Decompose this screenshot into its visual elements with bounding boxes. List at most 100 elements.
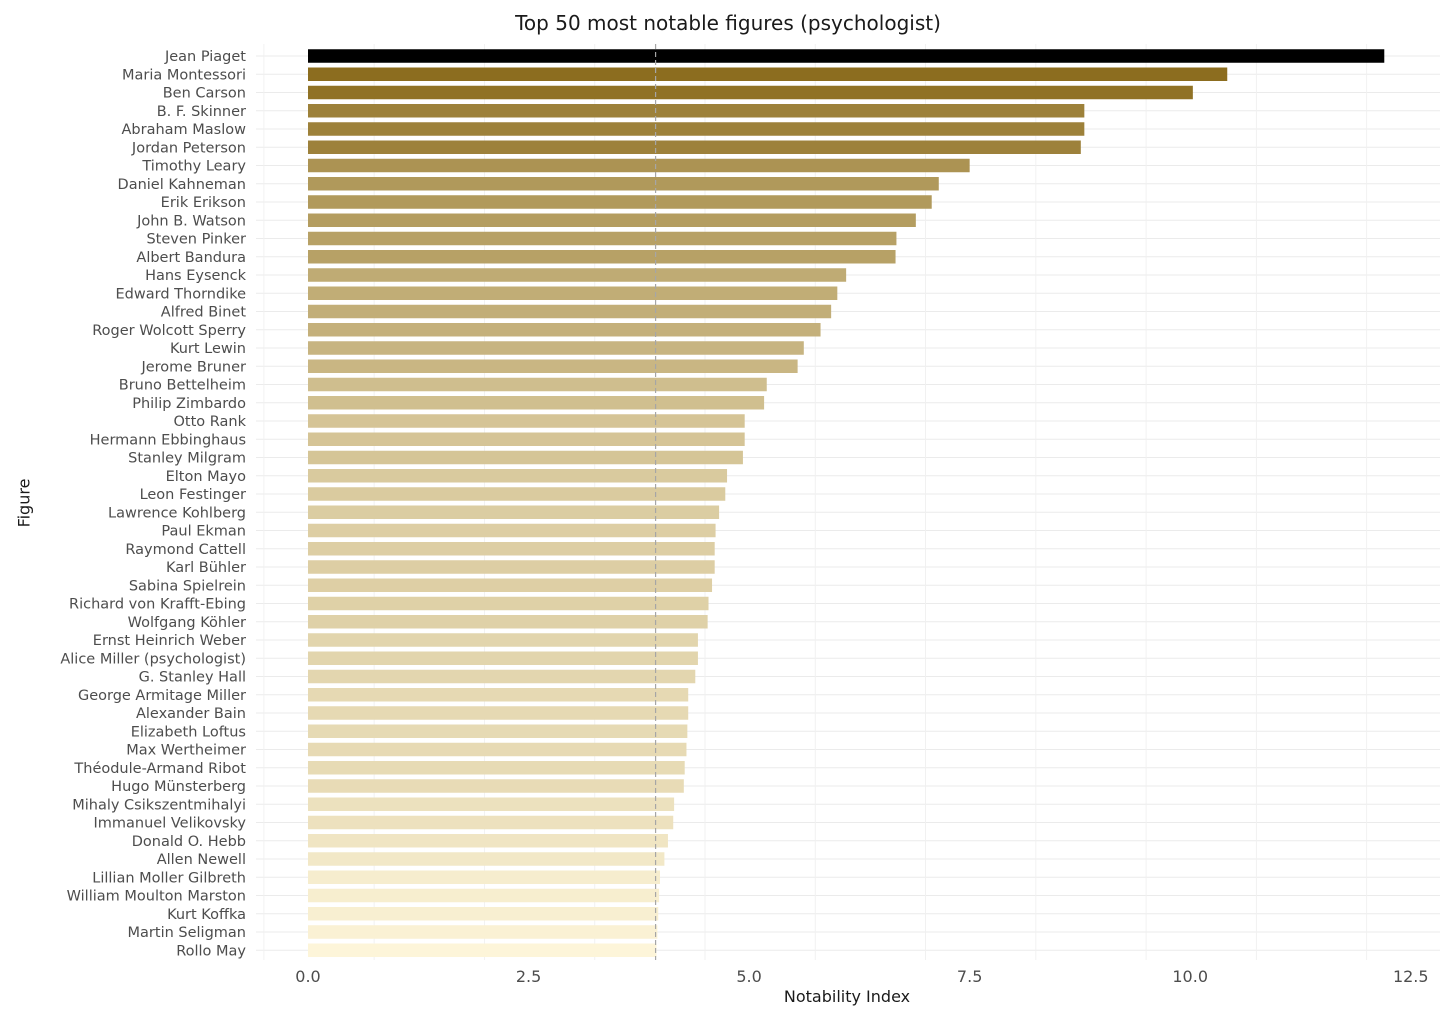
bar [308,49,1385,63]
bar [308,651,698,665]
bar [308,888,660,903]
bar [308,104,1085,118]
y-tick-label: Wolfgang Köhler [128,615,246,631]
y-tick-label: Timothy Leary [141,159,246,175]
bar [308,523,716,538]
bar [308,633,698,647]
y-tick-label: Karl Bühler [166,560,246,576]
bar [308,560,715,574]
bar [308,213,916,227]
bar [308,195,932,209]
bar [308,761,685,775]
y-tick-label: John B. Watson [136,213,246,229]
y-tick-label: Paul Ekman [161,524,246,540]
bar [308,706,689,720]
bar [308,231,897,246]
y-tick-label: B. F. Skinner [157,104,246,120]
y-tick-label: Alexander Bain [136,706,246,722]
y-tick-label: Rollo May [176,943,246,959]
y-axis-label: Figure [14,478,34,528]
bar [308,615,708,629]
y-tick-label: Daniel Kahneman [118,177,246,193]
y-tick-label: Mihaly Csikszentmihalyi [72,797,246,813]
y-tick-label: Jordan Peterson [131,140,246,156]
x-tick-label: 7.5 [957,967,982,986]
bar [308,359,798,373]
y-tick-label: Jerome Bruner [140,359,246,375]
bar [308,414,745,428]
y-tick-label: G. Stanley Hall [139,670,246,686]
y-tick-label: Alice Miller (psychologist) [60,651,246,667]
y-tick-label: Donald O. Hebb [132,834,246,850]
y-tick-label: Philip Zimbardo [132,396,246,412]
y-tick-label: Lawrence Kohlberg [108,505,246,521]
bar [308,852,665,866]
y-tick-label: Elizabeth Loftus [131,724,246,740]
y-tick-label: Ernst Heinrich Weber [93,633,246,649]
bar [308,122,1085,136]
bar [308,669,696,684]
bar [308,925,658,939]
bar [308,487,726,501]
bar [308,250,896,264]
bar [308,815,674,830]
y-tick-label: Jean Piaget [164,49,246,65]
bar [308,396,765,410]
bar [308,177,939,191]
y-tick-labels: Jean Piaget Maria Montessori Ben Carson B. … [60,49,246,959]
bar [308,779,684,793]
y-tick-label: Maria Montessori [122,67,246,83]
bar [308,724,688,738]
bar [308,377,767,392]
y-tick-label: Bruno Bettelheim [119,378,246,394]
y-tick-label: Edward Thorndike [116,286,247,302]
x-tick-label: 2.5 [516,967,541,986]
bar [308,341,804,355]
bar [308,870,660,884]
bar [308,268,847,282]
x-tick-label: 0.0 [295,967,320,986]
y-tick-label: Albert Bandura [136,250,246,266]
y-tick-label: Hugo Münsterberg [111,779,246,795]
y-tick-label: Otto Rank [174,414,247,430]
bar [308,469,728,483]
y-tick-label: Immanuel Velikovsky [94,816,247,832]
chart-title: Top 50 most notable figures (psychologis… [515,11,941,35]
bar [308,688,689,702]
bar [308,943,657,957]
y-tick-label: Kurt Koffka [167,907,246,923]
y-tick-label: Théodule-Armand Ribot [73,761,246,777]
y-tick-label: Erik Erikson [161,195,246,211]
y-tick-label: Allen Newell [157,852,246,868]
bar [308,140,1081,154]
y-tick-label: Alfred Binet [161,305,247,321]
x-tick-label: 10.0 [1172,967,1208,986]
y-tick-label: Lillian Moller Gilbreth [92,870,246,886]
y-tick-label: Richard von Krafft-Ebing [69,597,246,613]
x-tick-label: 5.0 [736,967,761,986]
bar [308,578,713,592]
y-tick-label: Abraham Maslow [122,122,247,138]
bar [308,450,743,465]
y-tick-label: Raymond Cattell [125,542,246,558]
y-tick-label: Stanley Milgram [128,451,246,467]
y-tick-label: Max Wertheimer [126,743,246,759]
bar [308,286,838,300]
x-tick-label: 12.5 [1393,967,1429,986]
bar [308,542,715,556]
bar [308,304,832,319]
y-tick-label: Leon Festinger [140,487,246,503]
bar [308,85,1193,100]
bar [308,432,745,446]
bar [308,596,709,611]
bar [308,323,821,337]
bar [308,505,720,519]
bar [308,742,687,757]
y-tick-label: Kurt Lewin [170,341,246,357]
y-tick-label: Roger Wolcott Sperry [92,323,246,339]
bars [308,49,1385,957]
y-tick-label: Hans Eysenck [145,268,247,284]
y-tick-label: Martin Seligman [128,925,246,941]
x-tick-labels: 0.0 2.5 5.0 7.5 10.0 12.5 [295,967,1428,986]
